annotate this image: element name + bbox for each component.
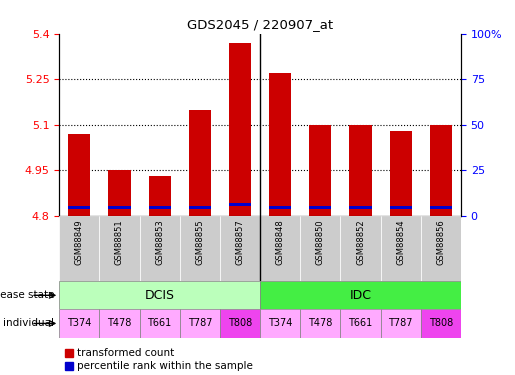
Text: T787: T787 bbox=[187, 318, 212, 328]
Text: GSM88853: GSM88853 bbox=[155, 219, 164, 265]
Bar bbox=[269, 206, 291, 209]
Bar bbox=[260, 309, 300, 338]
Bar bbox=[109, 170, 130, 216]
Bar bbox=[260, 216, 300, 281]
Text: T661: T661 bbox=[348, 318, 373, 328]
Bar bbox=[350, 125, 371, 216]
Bar bbox=[229, 43, 251, 216]
Text: GSM88857: GSM88857 bbox=[235, 219, 245, 265]
Text: individual: individual bbox=[3, 318, 54, 328]
Bar bbox=[340, 216, 381, 281]
Text: GSM88854: GSM88854 bbox=[396, 219, 405, 264]
Text: T661: T661 bbox=[147, 318, 172, 328]
Bar bbox=[59, 309, 99, 338]
Bar bbox=[381, 216, 421, 281]
Text: GSM88852: GSM88852 bbox=[356, 219, 365, 264]
Bar bbox=[421, 216, 461, 281]
Bar bbox=[300, 216, 340, 281]
Text: T478: T478 bbox=[308, 318, 333, 328]
Bar bbox=[59, 216, 99, 281]
Bar bbox=[140, 309, 180, 338]
Bar bbox=[229, 203, 251, 206]
Bar bbox=[149, 176, 170, 216]
Bar bbox=[381, 309, 421, 338]
Bar bbox=[99, 216, 140, 281]
Text: GSM88855: GSM88855 bbox=[195, 219, 204, 264]
Bar bbox=[260, 281, 461, 309]
Bar bbox=[149, 206, 170, 209]
Title: GDS2045 / 220907_at: GDS2045 / 220907_at bbox=[187, 18, 333, 31]
Text: GSM88849: GSM88849 bbox=[75, 219, 84, 264]
Text: T808: T808 bbox=[428, 318, 453, 328]
Bar bbox=[310, 125, 331, 216]
Bar bbox=[68, 134, 90, 216]
Text: T808: T808 bbox=[228, 318, 252, 328]
Text: T374: T374 bbox=[268, 318, 293, 328]
Bar bbox=[180, 309, 220, 338]
Bar bbox=[189, 110, 211, 216]
Bar bbox=[180, 216, 220, 281]
Bar bbox=[430, 125, 452, 216]
Text: GSM88850: GSM88850 bbox=[316, 219, 325, 264]
Text: T478: T478 bbox=[107, 318, 132, 328]
Bar bbox=[340, 309, 381, 338]
Text: disease state: disease state bbox=[0, 290, 54, 300]
Bar bbox=[310, 206, 331, 209]
Bar bbox=[109, 206, 130, 209]
Bar bbox=[220, 216, 260, 281]
Bar bbox=[390, 131, 411, 216]
Text: GSM88848: GSM88848 bbox=[276, 219, 285, 265]
Text: GSM88856: GSM88856 bbox=[436, 219, 445, 265]
Text: GSM88851: GSM88851 bbox=[115, 219, 124, 264]
Bar bbox=[68, 206, 90, 209]
Bar bbox=[140, 216, 180, 281]
Text: T787: T787 bbox=[388, 318, 413, 328]
Bar bbox=[99, 309, 140, 338]
Bar bbox=[220, 309, 260, 338]
Bar bbox=[421, 309, 461, 338]
Bar bbox=[269, 73, 291, 216]
Bar bbox=[189, 206, 211, 209]
Bar bbox=[390, 206, 411, 209]
Bar bbox=[430, 206, 452, 209]
Bar bbox=[350, 206, 371, 209]
Text: T374: T374 bbox=[67, 318, 92, 328]
Bar bbox=[59, 281, 260, 309]
Legend: transformed count, percentile rank within the sample: transformed count, percentile rank withi… bbox=[64, 348, 253, 372]
Text: IDC: IDC bbox=[350, 289, 371, 302]
Text: DCIS: DCIS bbox=[145, 289, 175, 302]
Bar bbox=[300, 309, 340, 338]
